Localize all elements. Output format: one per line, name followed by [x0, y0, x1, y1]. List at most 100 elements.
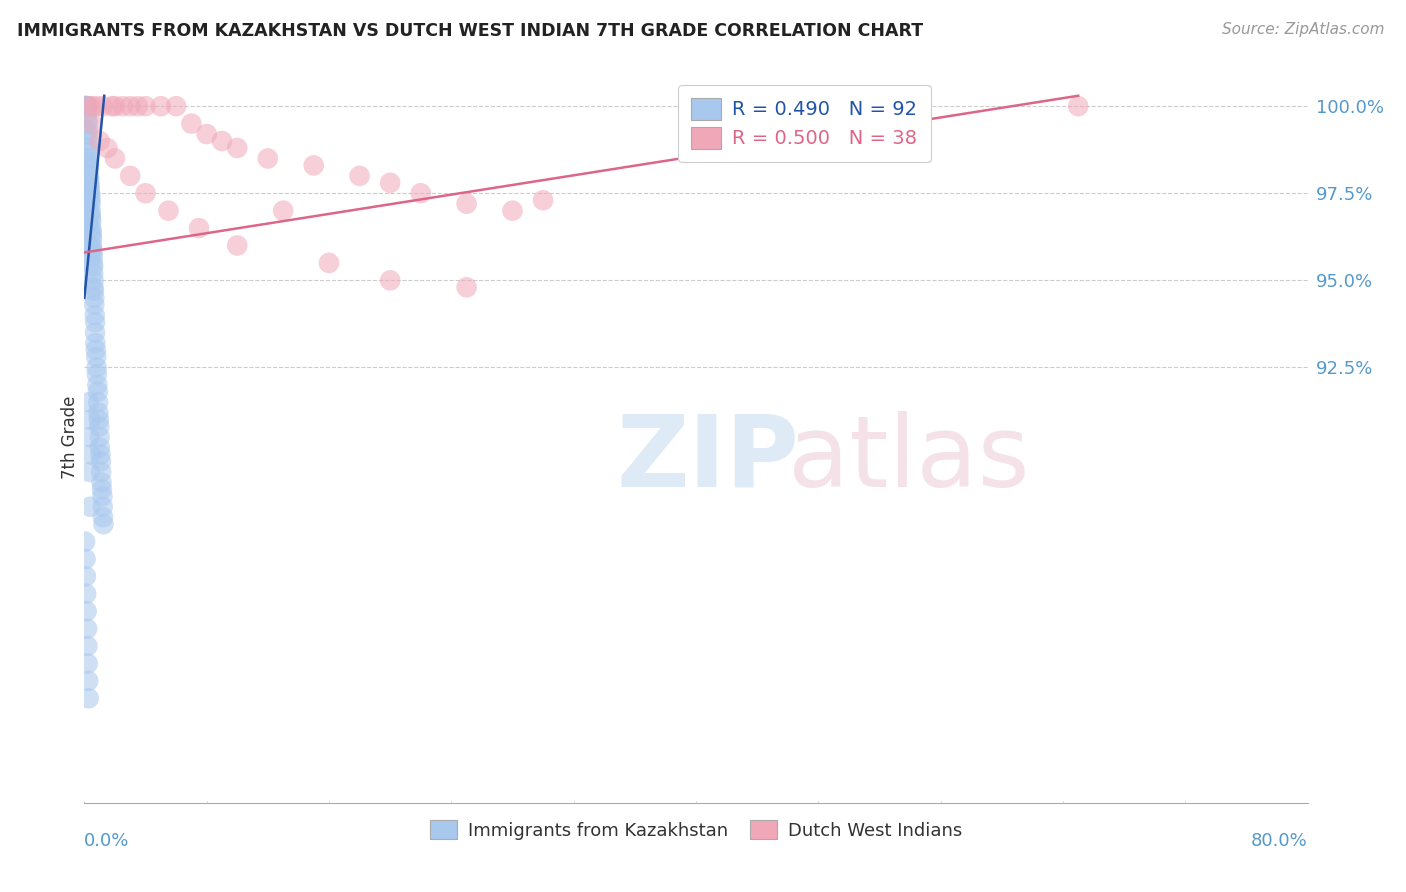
Point — [149, 99, 172, 113]
Point — [101, 99, 124, 113]
Point — [456, 280, 478, 294]
Point — [79, 193, 101, 207]
Point — [84, 315, 107, 329]
Point — [135, 186, 157, 201]
Point — [82, 249, 104, 263]
Point — [80, 211, 103, 225]
Point — [271, 203, 294, 218]
Point — [87, 412, 110, 426]
Point — [75, 99, 97, 113]
Point — [91, 99, 114, 113]
Point — [87, 395, 110, 409]
Text: atlas: atlas — [787, 410, 1029, 508]
Point — [380, 273, 402, 287]
Legend: Immigrants from Kazakhstan, Dutch West Indians: Immigrants from Kazakhstan, Dutch West I… — [420, 811, 972, 848]
Point — [531, 193, 554, 207]
Point — [80, 238, 103, 252]
Point — [76, 127, 98, 141]
Text: ZIP: ZIP — [616, 410, 800, 508]
Point — [79, 183, 101, 197]
Point — [79, 186, 101, 201]
Point — [82, 256, 104, 270]
Point — [79, 179, 101, 194]
Point — [77, 169, 100, 183]
Point — [80, 221, 103, 235]
Point — [76, 604, 98, 618]
Point — [80, 448, 103, 462]
Point — [87, 406, 110, 420]
Point — [91, 489, 114, 503]
Point — [89, 448, 111, 462]
Point — [83, 280, 105, 294]
Point — [76, 99, 98, 113]
Point — [76, 113, 98, 128]
Point — [90, 465, 112, 479]
Point — [80, 225, 103, 239]
Point — [80, 214, 103, 228]
Point — [127, 99, 149, 113]
Point — [83, 298, 105, 312]
Point — [75, 99, 97, 113]
Point — [77, 673, 100, 688]
Point — [76, 117, 98, 131]
Point — [96, 141, 118, 155]
Point — [79, 196, 101, 211]
Text: 0.0%: 0.0% — [84, 832, 129, 850]
Point — [1067, 99, 1090, 113]
Point — [77, 430, 100, 444]
Text: Source: ZipAtlas.com: Source: ZipAtlas.com — [1222, 22, 1385, 37]
Point — [409, 186, 432, 201]
Point — [77, 691, 100, 706]
Point — [76, 123, 98, 137]
Point — [87, 384, 110, 399]
Point — [90, 454, 112, 468]
Point — [89, 430, 111, 444]
Point — [84, 326, 107, 340]
Point — [111, 99, 134, 113]
Point — [79, 190, 101, 204]
Point — [157, 203, 180, 218]
Point — [120, 99, 142, 113]
Point — [75, 99, 97, 113]
Point — [82, 245, 104, 260]
Point — [195, 127, 218, 141]
Point — [82, 266, 104, 280]
Point — [80, 207, 103, 221]
Point — [75, 99, 97, 113]
Point — [318, 256, 340, 270]
Point — [86, 368, 108, 382]
Point — [77, 158, 100, 172]
Point — [79, 203, 101, 218]
Point — [77, 395, 100, 409]
Point — [75, 569, 97, 583]
Y-axis label: 7th Grade: 7th Grade — [60, 395, 79, 479]
Point — [84, 343, 107, 357]
Point — [83, 308, 105, 322]
Point — [349, 169, 371, 183]
Point — [226, 141, 249, 155]
Point — [76, 106, 98, 120]
Point — [188, 221, 211, 235]
Point — [75, 534, 97, 549]
Point — [77, 141, 100, 155]
Point — [226, 238, 249, 252]
Point — [211, 134, 233, 148]
Point — [76, 99, 98, 113]
Point — [80, 228, 103, 243]
Point — [257, 152, 280, 166]
Point — [91, 500, 114, 514]
Point — [80, 231, 103, 245]
Point — [79, 500, 101, 514]
Point — [75, 587, 97, 601]
Point — [75, 99, 97, 113]
Point — [77, 172, 100, 186]
Point — [86, 377, 108, 392]
Point — [91, 483, 114, 497]
Point — [79, 412, 101, 426]
Point — [80, 242, 103, 256]
Point — [77, 99, 100, 113]
Point — [93, 517, 115, 532]
Point — [89, 441, 111, 455]
Point — [84, 336, 107, 351]
Point — [165, 99, 187, 113]
